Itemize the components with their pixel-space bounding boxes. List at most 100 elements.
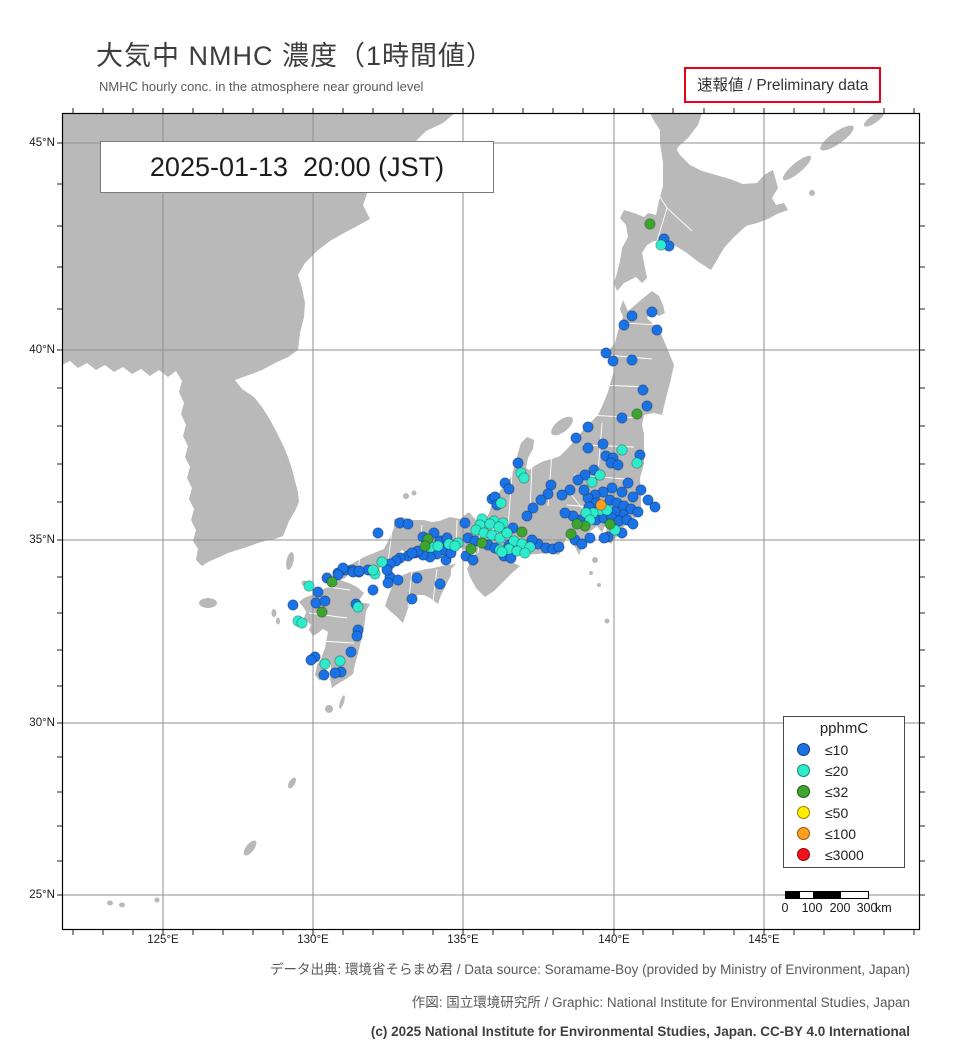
- station-dot: [622, 477, 634, 489]
- island-izu: [597, 583, 601, 587]
- station-dot: [626, 354, 638, 366]
- legend-item-label: ≤10: [825, 741, 849, 758]
- station-dots: [287, 218, 675, 681]
- station-dot: [367, 584, 379, 596]
- island-iturup: [820, 125, 854, 151]
- island-tsushima: [286, 552, 294, 570]
- scale-bar-tick-label: 100: [801, 901, 823, 915]
- station-dot: [607, 355, 619, 367]
- station-dot: [651, 324, 663, 336]
- island-oki: [411, 490, 417, 496]
- station-dot: [635, 484, 647, 496]
- longitude-tick-label: 140°E: [598, 934, 630, 946]
- station-dot: [627, 518, 639, 530]
- page-subtitle: NMHC hourly conc. in the atmosphere near…: [99, 79, 424, 94]
- legend-item-label: ≤3000: [825, 846, 864, 863]
- longitude-tick-label: 135°E: [447, 934, 479, 946]
- station-dot: [501, 527, 513, 539]
- island-tanegashima: [339, 695, 345, 709]
- page-title: 大気中 NMHC 濃度（1時間値）: [96, 41, 495, 71]
- station-dot: [598, 532, 610, 544]
- scale-bar-tick-label: 200: [829, 901, 851, 915]
- continent-asia: [63, 114, 454, 566]
- legend-item: ≤50: [784, 802, 904, 823]
- station-dot: [571, 518, 583, 530]
- island-ishigaki: [119, 902, 125, 908]
- data-source-credit: データ出典: 環境省そらまめ君 / Data source: Soramame-…: [270, 962, 910, 977]
- island-kuril: [863, 114, 885, 127]
- island-hokkaido: [614, 118, 788, 291]
- footer-credits: データ出典: 環境省そらまめ君 / Data source: Soramame-…: [270, 958, 910, 1052]
- station-dot: [512, 457, 524, 469]
- landmass-group: [63, 114, 885, 908]
- station-dot: [542, 488, 554, 500]
- station-dot: [553, 541, 565, 553]
- station-dot: [632, 506, 644, 518]
- island-hachijo: [604, 618, 610, 624]
- legend-item-label: ≤20: [825, 762, 849, 779]
- legend-item: ≤20: [784, 760, 904, 781]
- station-dot: [334, 655, 346, 667]
- timestamp-box: 2025-01-13 20:00 (JST): [100, 141, 494, 193]
- station-dot: [631, 408, 643, 420]
- island-kunashiri: [782, 155, 812, 181]
- station-dot: [527, 502, 539, 514]
- station-dot: [612, 459, 624, 471]
- island-goto: [276, 617, 280, 625]
- station-dot: [600, 347, 612, 359]
- latitude-tick-label: 45°N: [29, 137, 55, 149]
- island-okinawa: [243, 840, 257, 856]
- station-dot: [516, 526, 528, 538]
- station-dot: [353, 565, 365, 577]
- station-dot: [637, 384, 649, 396]
- station-dot: [604, 518, 616, 530]
- graphic-credit: 作図: 国立環境研究所 / Graphic: National Institut…: [411, 995, 910, 1010]
- station-dot: [381, 564, 393, 576]
- station-dot: [616, 486, 628, 498]
- latitude-tick-label: 30°N: [29, 717, 55, 729]
- station-dot: [376, 556, 388, 568]
- island-shikotan: [809, 190, 815, 196]
- station-dot: [310, 597, 322, 609]
- legend-item: ≤32: [784, 781, 904, 802]
- station-dot: [296, 617, 308, 629]
- station-dot: [503, 483, 515, 495]
- legend-color-swatch: [797, 785, 810, 798]
- station-dot: [595, 499, 607, 511]
- station-dot: [316, 606, 328, 618]
- station-dot: [312, 586, 324, 598]
- station-dot: [626, 310, 638, 322]
- station-dot: [618, 319, 630, 331]
- island-oki: [403, 493, 409, 499]
- station-dot: [332, 569, 344, 581]
- station-dot: [318, 669, 330, 681]
- station-dot: [646, 306, 658, 318]
- station-dot: [432, 540, 444, 552]
- station-dot: [521, 510, 533, 522]
- station-dot: [535, 494, 547, 506]
- station-dot: [406, 547, 418, 559]
- map-area: 2025-01-13 20:00 (JST) pphmC ≤10 ≤20 ≤32 ≤5…: [29, 108, 925, 946]
- scale-bar-tick-label: 300: [856, 901, 878, 915]
- station-dot: [518, 472, 530, 484]
- station-dot: [305, 654, 317, 666]
- island-izu: [589, 571, 593, 575]
- station-dot: [564, 484, 576, 496]
- station-dot: [642, 494, 654, 506]
- legend-color-swatch: [797, 764, 810, 777]
- axis-ticks: [57, 108, 925, 935]
- scale-bar-segment: [786, 892, 800, 898]
- island-jeju: [199, 598, 217, 608]
- station-dot: [326, 576, 338, 588]
- station-dot: [467, 554, 479, 566]
- legend-color-swatch: [797, 743, 810, 756]
- latitude-tick-label: 40°N: [29, 344, 55, 356]
- station-dot: [584, 532, 596, 544]
- legend-title: pphmC: [819, 720, 869, 737]
- station-dot: [345, 646, 357, 658]
- copyright-line: (c) 2025 National Institute for Environm…: [370, 1024, 910, 1039]
- station-dot: [367, 564, 379, 576]
- station-dot: [382, 577, 394, 589]
- station-dot: [372, 527, 384, 539]
- scale-bar-segment: [799, 892, 814, 898]
